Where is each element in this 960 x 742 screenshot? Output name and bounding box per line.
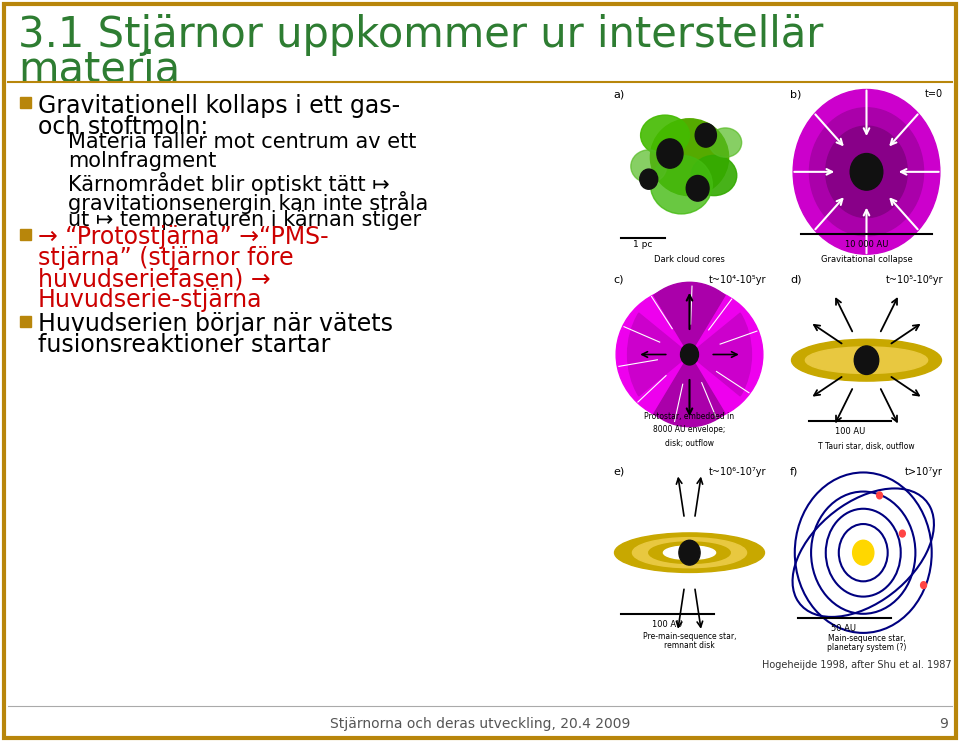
Text: och stoftmoln:: och stoftmoln:: [38, 115, 208, 139]
Text: 9: 9: [939, 717, 948, 731]
Ellipse shape: [640, 115, 689, 155]
Ellipse shape: [649, 542, 731, 563]
Text: disk; outflow: disk; outflow: [665, 439, 714, 447]
Circle shape: [876, 492, 882, 499]
Circle shape: [681, 344, 699, 365]
Wedge shape: [689, 313, 752, 396]
Text: f): f): [790, 467, 799, 476]
Ellipse shape: [650, 155, 712, 214]
Bar: [52, 137, 61, 146]
Wedge shape: [654, 355, 725, 427]
Ellipse shape: [614, 533, 764, 572]
Circle shape: [686, 176, 709, 201]
Ellipse shape: [791, 339, 942, 381]
Text: remnant disk: remnant disk: [664, 641, 715, 650]
Circle shape: [900, 530, 905, 537]
Text: 100 AU: 100 AU: [652, 620, 682, 629]
Text: ut ↦ temperaturen i kärnan stiger: ut ↦ temperaturen i kärnan stiger: [68, 210, 421, 230]
Text: t~10⁵-10⁶yr: t~10⁵-10⁶yr: [886, 275, 943, 285]
Circle shape: [809, 108, 924, 236]
Text: 50 AU: 50 AU: [831, 624, 856, 633]
Circle shape: [852, 540, 874, 565]
Text: fusionsreaktioner startar: fusionsreaktioner startar: [38, 333, 330, 357]
Wedge shape: [654, 282, 725, 355]
Text: planetary system (?): planetary system (?): [827, 643, 906, 652]
Circle shape: [657, 139, 683, 168]
Bar: [52, 177, 61, 186]
Ellipse shape: [709, 128, 742, 157]
Text: c): c): [612, 275, 623, 285]
Text: Dark cloud cores: Dark cloud cores: [654, 255, 725, 263]
Text: 3.1 Stjärnor uppkommer ur interstellär: 3.1 Stjärnor uppkommer ur interstellär: [18, 14, 824, 56]
Circle shape: [695, 123, 716, 147]
Text: → “Protostjärna” →“PMS-: → “Protostjärna” →“PMS-: [38, 225, 328, 249]
Text: t~10⁴-10⁵yr: t~10⁴-10⁵yr: [708, 275, 766, 285]
Circle shape: [921, 582, 926, 588]
Text: Gravitationell kollaps i ett gas-: Gravitationell kollaps i ett gas-: [38, 94, 400, 118]
Text: huvudseriefasen) →: huvudseriefasen) →: [38, 267, 271, 291]
Text: Protostar, embedded in: Protostar, embedded in: [644, 412, 734, 421]
Ellipse shape: [691, 155, 736, 196]
Ellipse shape: [616, 286, 763, 423]
Text: Stjärnorna och deras utveckling, 20.4 2009: Stjärnorna och deras utveckling, 20.4 20…: [330, 717, 630, 731]
Circle shape: [851, 154, 883, 190]
Text: Hogeheijde 1998, after Shu et al. 1987: Hogeheijde 1998, after Shu et al. 1987: [762, 660, 952, 670]
Circle shape: [826, 126, 907, 217]
Text: t~10⁶-10⁷yr: t~10⁶-10⁷yr: [708, 467, 766, 476]
Text: gravitationsenergin kan inte stråla: gravitationsenergin kan inte stråla: [68, 191, 428, 214]
Circle shape: [793, 90, 940, 255]
Ellipse shape: [663, 546, 715, 559]
Text: Gravitational collapse: Gravitational collapse: [821, 255, 912, 263]
Text: d): d): [790, 275, 802, 285]
Text: T Tauri star, disk, outflow: T Tauri star, disk, outflow: [818, 442, 915, 451]
Text: Kärnområdet blir optiskt tätt ↦: Kärnområdet blir optiskt tätt ↦: [68, 172, 390, 195]
Text: 10 000 AU: 10 000 AU: [845, 240, 888, 249]
Text: t=0: t=0: [925, 90, 943, 99]
Bar: [20, 229, 31, 240]
Text: Huvudserie-stjärna: Huvudserie-stjärna: [38, 288, 262, 312]
Text: materia: materia: [18, 48, 180, 90]
Circle shape: [639, 169, 658, 189]
Text: e): e): [612, 467, 624, 476]
Text: 100 AU: 100 AU: [835, 427, 865, 436]
Text: Pre-main-sequence star,: Pre-main-sequence star,: [643, 631, 736, 640]
Circle shape: [679, 540, 700, 565]
Text: 1 pc: 1 pc: [633, 240, 652, 249]
Wedge shape: [628, 313, 689, 396]
Ellipse shape: [650, 119, 729, 196]
Circle shape: [854, 346, 878, 375]
Text: a): a): [612, 90, 624, 99]
Ellipse shape: [631, 150, 666, 183]
Text: b): b): [790, 90, 802, 99]
Ellipse shape: [633, 538, 747, 568]
Text: molnfragment: molnfragment: [68, 151, 216, 171]
Bar: [20, 316, 31, 327]
Text: Materia faller mot centrum av ett: Materia faller mot centrum av ett: [68, 132, 417, 152]
Ellipse shape: [805, 347, 927, 373]
Text: 8000 AU envelope;: 8000 AU envelope;: [654, 425, 726, 434]
Text: Main-sequence star,: Main-sequence star,: [828, 634, 905, 643]
Text: t>10⁷yr: t>10⁷yr: [905, 467, 943, 476]
Text: stjärna” (stjärnor före: stjärna” (stjärnor före: [38, 246, 294, 270]
Bar: [20, 97, 31, 108]
Text: Huvudserien börjar när vätets: Huvudserien börjar när vätets: [38, 312, 393, 336]
